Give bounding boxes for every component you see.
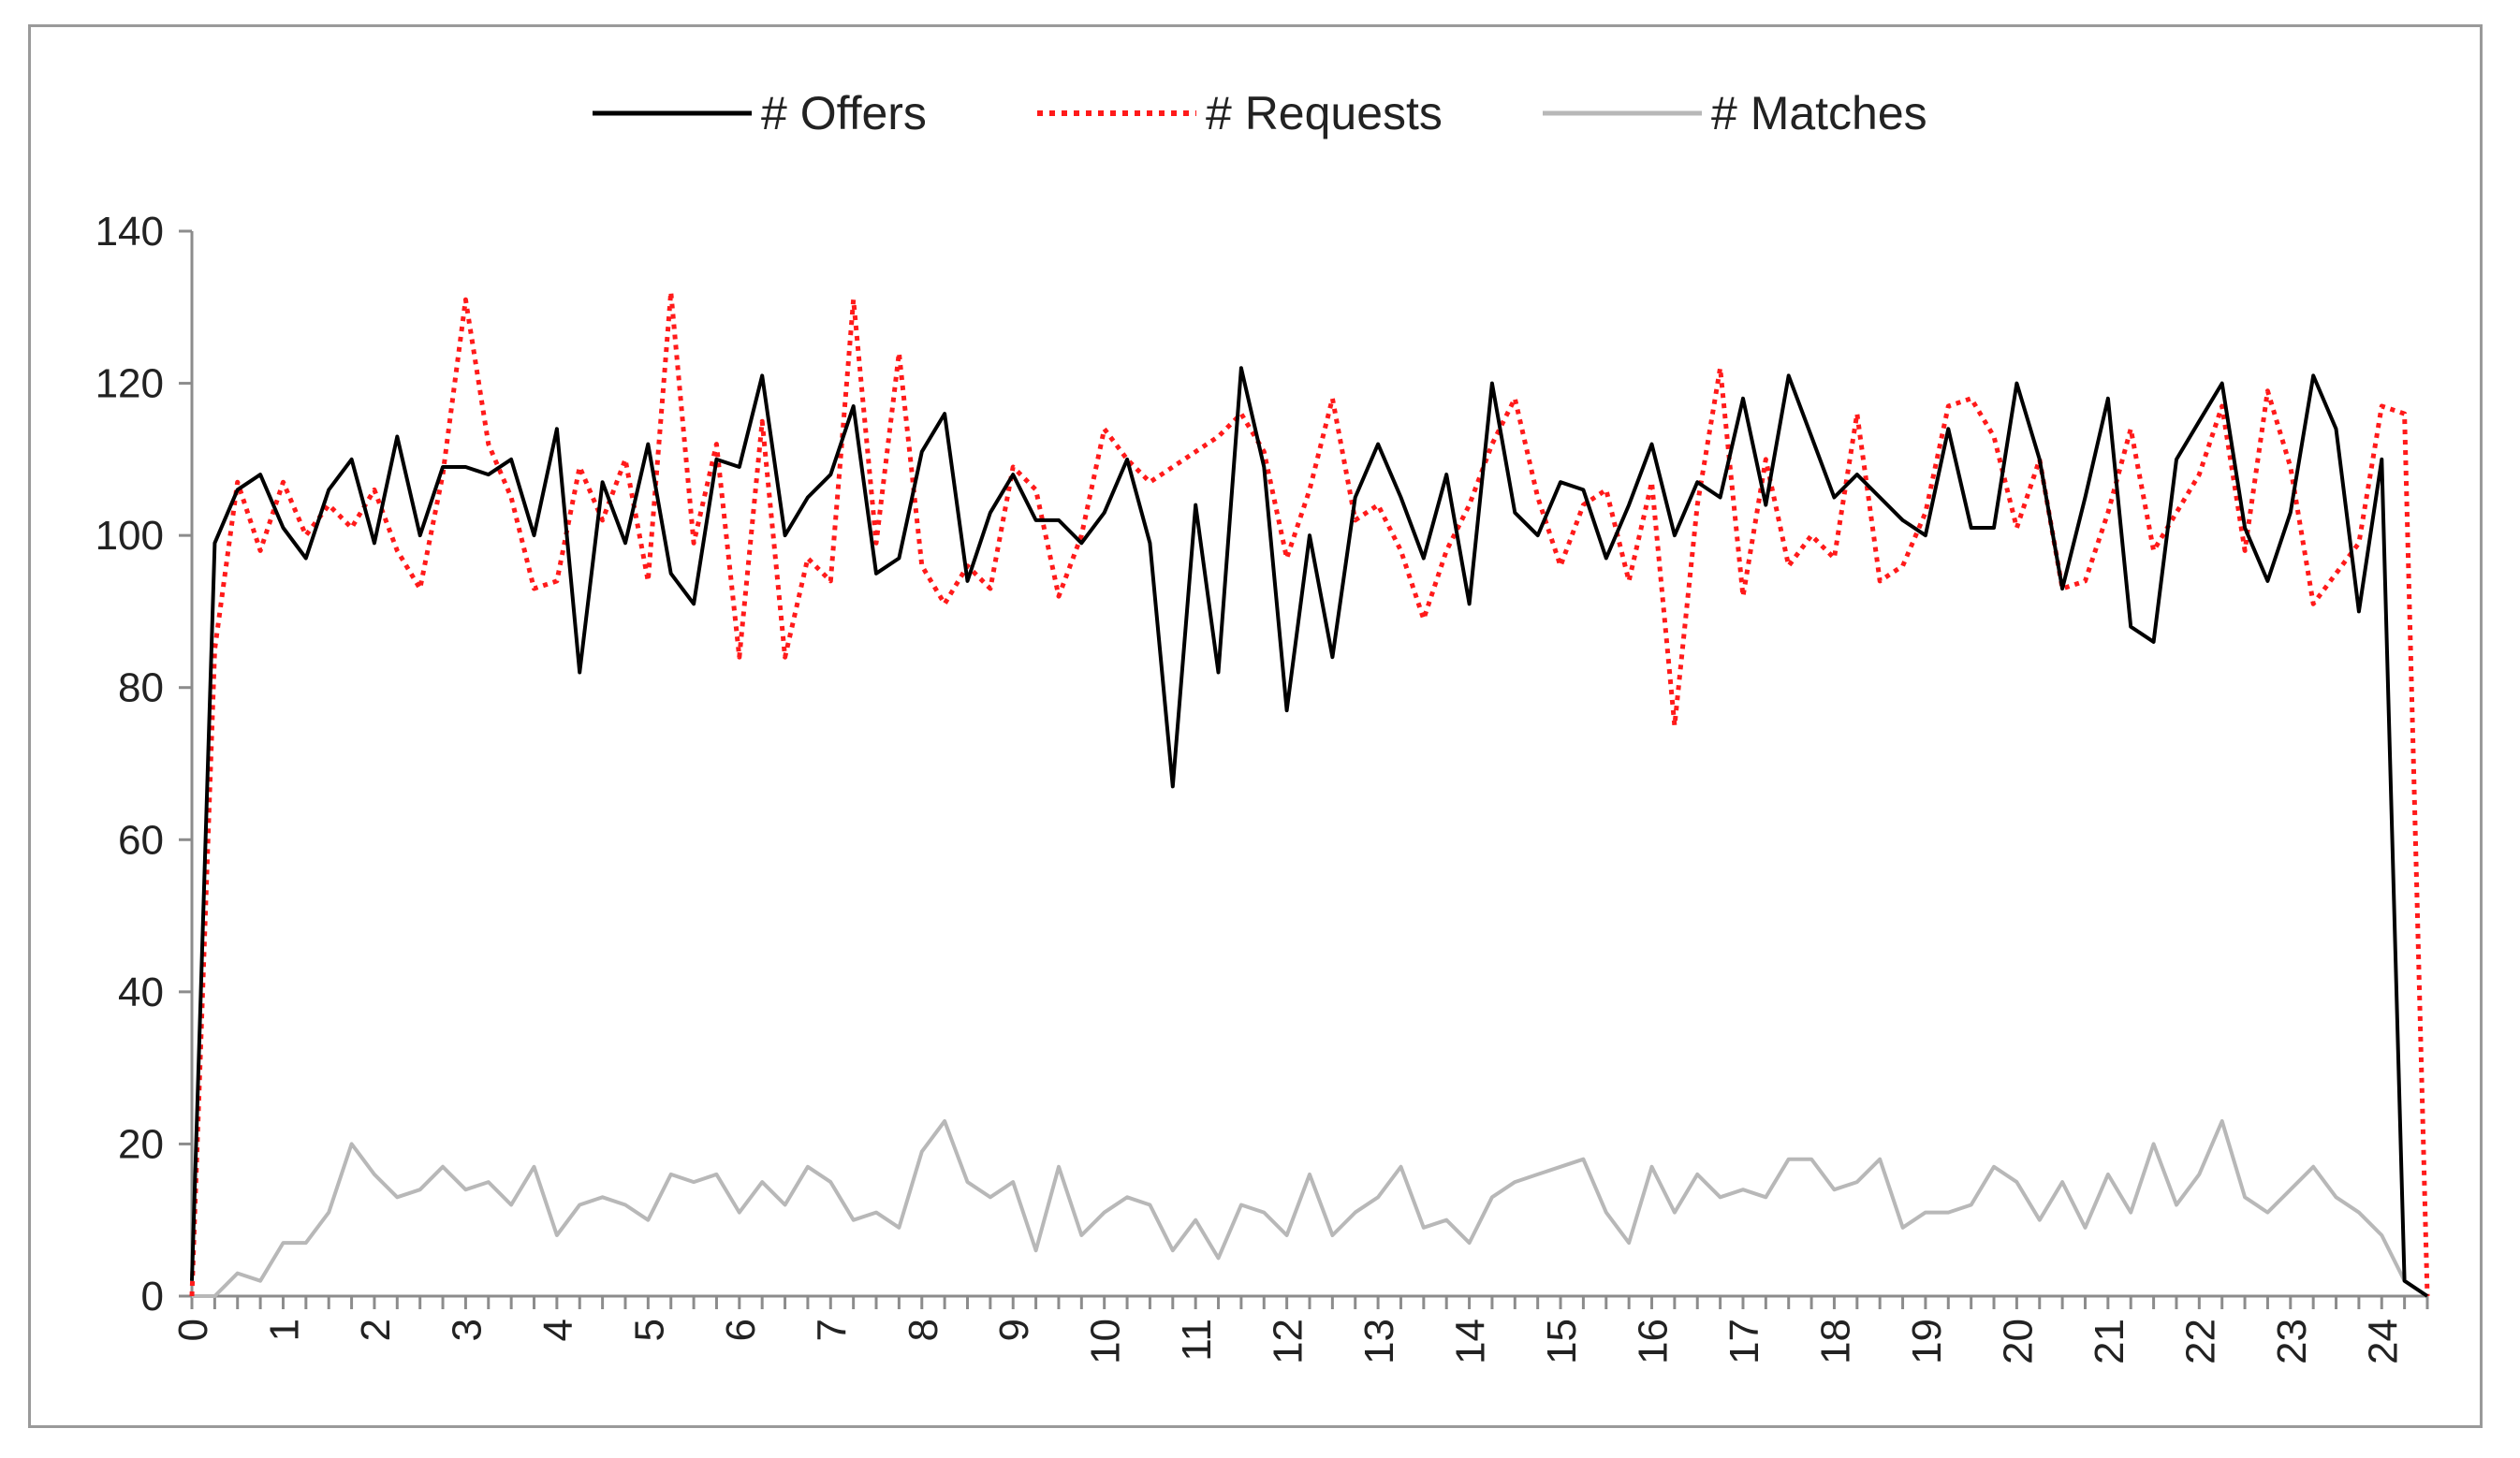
x-tick-label: 10 xyxy=(1083,1319,1129,1364)
x-tick-label: 6 xyxy=(718,1319,764,1341)
x-tick-label: 9 xyxy=(991,1319,1037,1341)
x-tick-label: 17 xyxy=(1722,1319,1767,1364)
y-tick-label: 0 xyxy=(141,1274,164,1319)
legend-label: # Offers xyxy=(761,87,927,139)
legend: # Offers # Requests # Matches xyxy=(593,87,1927,139)
legend-item: # Requests xyxy=(1037,87,1443,139)
x-tick-label: 15 xyxy=(1539,1319,1585,1364)
series-line-requests xyxy=(189,289,2430,1297)
x-tick-label: 0 xyxy=(170,1319,216,1341)
y-tick-label: 120 xyxy=(95,361,164,407)
x-tick-label: 5 xyxy=(626,1319,672,1341)
x-tick-label: 8 xyxy=(901,1319,946,1341)
y-tick-label: 40 xyxy=(118,970,164,1015)
x-tick-label: 11 xyxy=(1174,1319,1220,1362)
legend-item: # Offers xyxy=(593,87,927,139)
y-tick-label: 140 xyxy=(95,209,164,255)
x-tick-label: 22 xyxy=(2177,1319,2223,1364)
x-tick-label: 12 xyxy=(1266,1319,1311,1364)
x-tick-label: 21 xyxy=(2087,1319,2132,1364)
legend-label: # Requests xyxy=(1206,87,1443,139)
y-tick-label: 60 xyxy=(118,817,164,863)
y-tick-label: 20 xyxy=(118,1121,164,1167)
legend-label: # Matches xyxy=(1711,87,1927,139)
x-tick-label: 13 xyxy=(1356,1319,1402,1364)
x-tick-label: 4 xyxy=(535,1319,581,1341)
y-tick-label: 100 xyxy=(95,513,164,559)
x-tick-label: 16 xyxy=(1631,1319,1677,1364)
x-tick-label: 24 xyxy=(2360,1319,2406,1364)
x-tick-label: 3 xyxy=(444,1319,490,1341)
x-tick-label: 18 xyxy=(1812,1319,1858,1364)
x-tick-label: 14 xyxy=(1448,1319,1494,1364)
series-line-matches xyxy=(192,1119,2429,1298)
line-chart: # Offers # Requests # Matches 020406080100… xyxy=(95,87,2430,1364)
legend-item: # Matches xyxy=(1543,87,1927,139)
series-line-offers xyxy=(190,366,2429,1298)
x-tick-label: 20 xyxy=(1995,1319,2041,1364)
x-tick-label: 7 xyxy=(809,1319,855,1341)
x-tick-label: 2 xyxy=(353,1319,399,1341)
x-tick-label: 23 xyxy=(2269,1319,2315,1364)
chart-frame: # Offers # Requests # Matches 0 20 40 60 80 100… xyxy=(28,24,2483,1428)
series-layer xyxy=(189,289,2430,1298)
x-tick-label: 1 xyxy=(261,1319,307,1341)
y-tick-label: 80 xyxy=(118,665,164,711)
x-tick-label: 19 xyxy=(1904,1319,1950,1364)
